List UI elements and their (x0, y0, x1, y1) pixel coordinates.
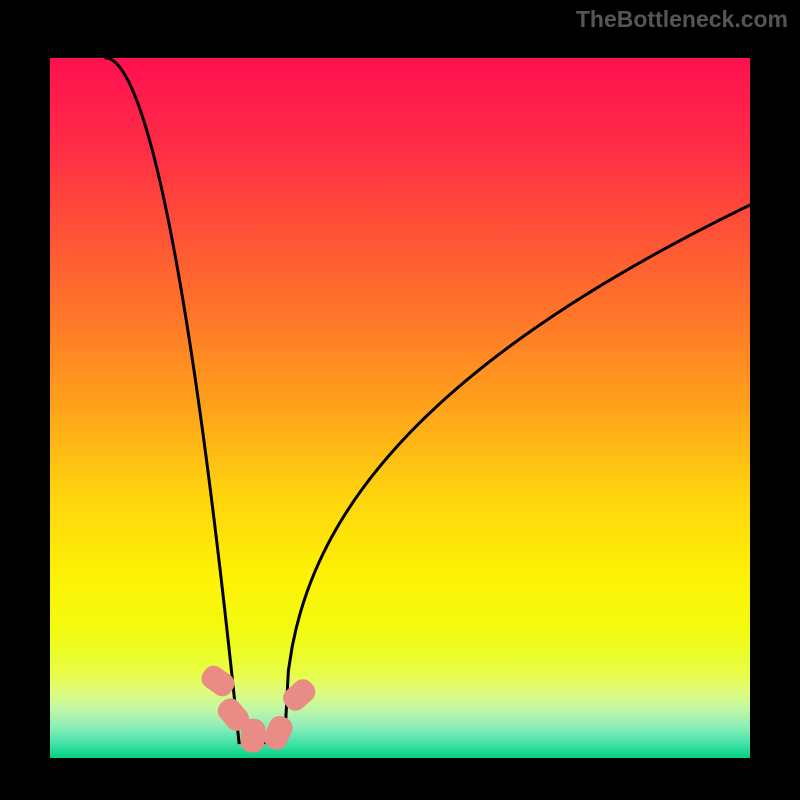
chart-svg (0, 0, 800, 800)
curve-marker (240, 718, 267, 754)
